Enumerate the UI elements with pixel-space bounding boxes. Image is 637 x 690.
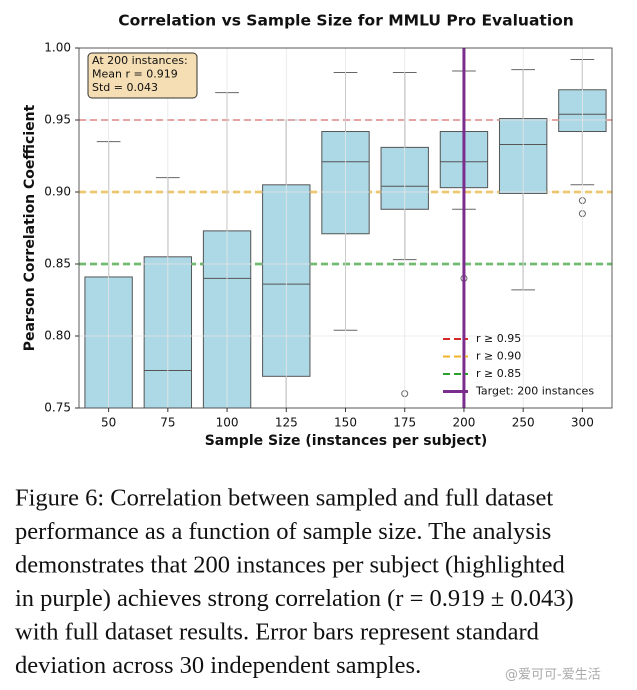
legend-label: r ≥ 0.90 bbox=[476, 350, 521, 363]
legend-label: r ≥ 0.85 bbox=[476, 367, 521, 380]
caption-line: Figure 6: Correlation between sampled an… bbox=[15, 485, 553, 512]
annotation-text: At 200 instances: bbox=[92, 54, 188, 67]
y-tick-label: 0.80 bbox=[44, 329, 71, 343]
caption-line: with full dataset results. Error bars re… bbox=[15, 619, 539, 646]
annotation-box bbox=[87, 52, 198, 99]
caption-line: deviation across 30 independent samples. bbox=[15, 652, 421, 679]
x-tick-label: 125 bbox=[275, 416, 298, 430]
caption: Figure 6: Correlation between sampled an… bbox=[15, 485, 574, 680]
y-tick-label: 0.85 bbox=[44, 257, 71, 271]
x-tick-label: 175 bbox=[393, 416, 416, 430]
x-tick-label: 300 bbox=[571, 416, 594, 430]
x-tick-label: 75 bbox=[160, 416, 175, 430]
y-tick-label: 1.00 bbox=[44, 41, 71, 55]
plot-frame bbox=[78, 47, 613, 409]
y-axis-label: Pearson Correlation Coefficient bbox=[22, 104, 38, 351]
y-tick-label: 0.75 bbox=[44, 401, 71, 415]
y-tick-label: 0.90 bbox=[44, 185, 71, 199]
x-tick-label: 100 bbox=[216, 416, 239, 430]
y-tick-label: 0.95 bbox=[44, 113, 71, 127]
caption-line: performance as a function of sample size… bbox=[15, 518, 551, 545]
caption-line: in purple) achieves strong correlation (… bbox=[15, 585, 574, 612]
x-axis-label: Sample Size (instances per subject) bbox=[205, 433, 488, 449]
caption-line: demonstrates that 200 instances per subj… bbox=[15, 552, 565, 579]
x-tick-label: 200 bbox=[452, 416, 475, 430]
watermark: @爱可可-爱生活 bbox=[505, 668, 601, 683]
chart-title: Correlation vs Sample Size for MMLU Pro … bbox=[118, 12, 574, 30]
annotation-text: Std = 0.043 bbox=[92, 81, 158, 94]
annotation-text: Mean r = 0.919 bbox=[92, 68, 178, 81]
x-tick-label: 250 bbox=[512, 416, 535, 430]
x-tick-label: 150 bbox=[334, 416, 357, 430]
x-tick-label: 50 bbox=[101, 416, 116, 430]
legend-label: Target: 200 instances bbox=[475, 385, 594, 398]
legend-label: r ≥ 0.95 bbox=[476, 332, 521, 345]
